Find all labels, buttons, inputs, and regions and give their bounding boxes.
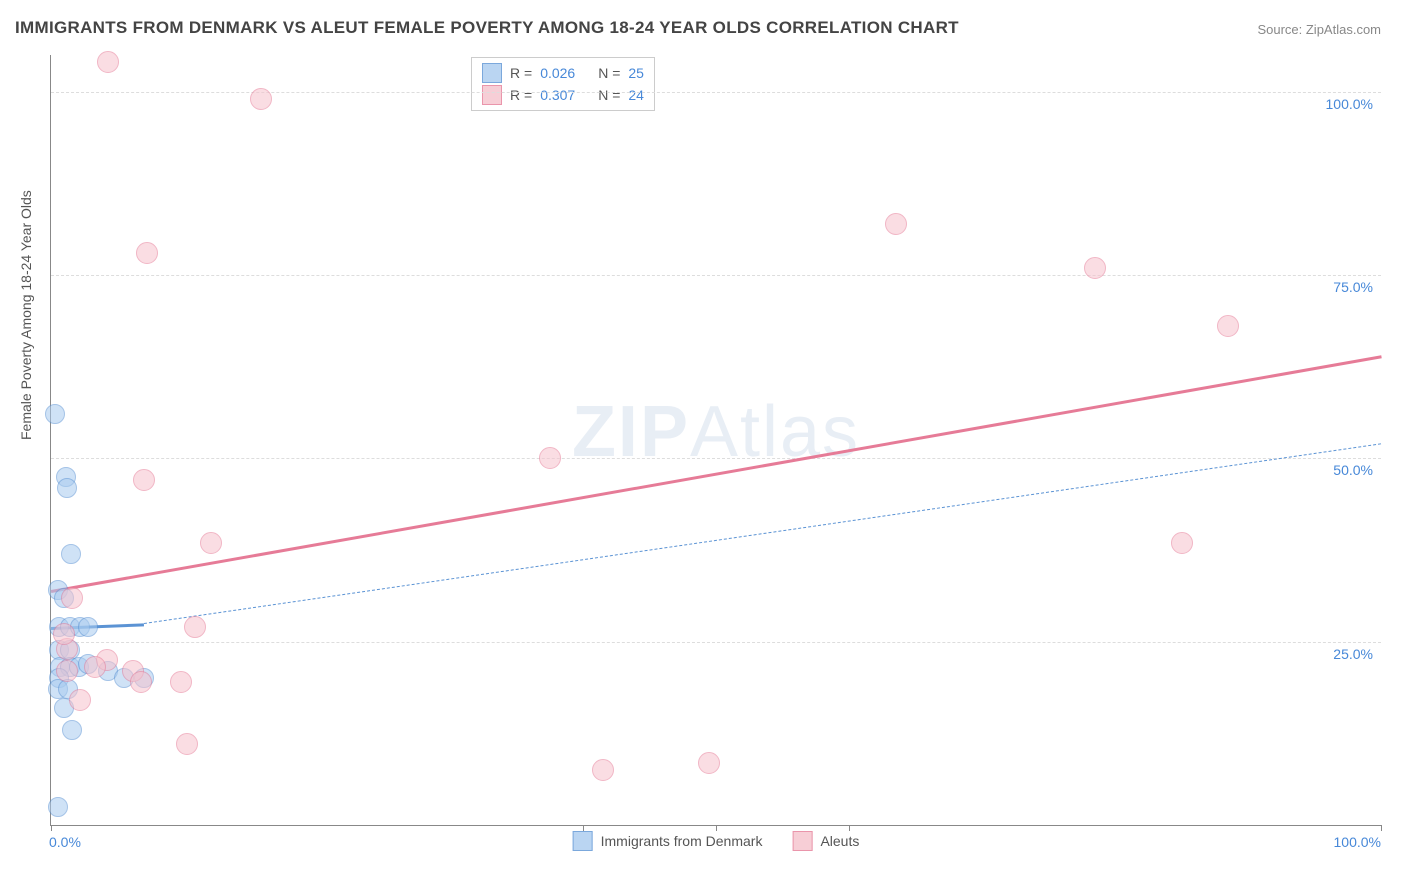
legend-swatch [792, 831, 812, 851]
data-point-aleuts [61, 587, 83, 609]
data-point-denmark [61, 544, 81, 564]
plot-area: ZIPAtlas R =0.026N =25R =0.307N =24 Immi… [50, 55, 1381, 826]
x-tick-label: 0.0% [49, 834, 81, 850]
data-point-aleuts [136, 242, 158, 264]
x-tick [51, 825, 52, 831]
gridline [51, 92, 1381, 93]
chart-title: IMMIGRANTS FROM DENMARK VS ALEUT FEMALE … [15, 18, 959, 38]
data-point-aleuts [84, 656, 106, 678]
x-tick [1381, 825, 1382, 831]
trend-line [51, 356, 1381, 593]
x-tick-label: 100.0% [1334, 834, 1381, 850]
data-point-aleuts [56, 660, 78, 682]
data-point-denmark [78, 617, 98, 637]
data-point-aleuts [184, 616, 206, 638]
legend-swatch [482, 63, 502, 83]
r-value: 0.307 [540, 84, 590, 106]
data-point-aleuts [69, 689, 91, 711]
data-point-aleuts [698, 752, 720, 774]
data-point-aleuts [97, 51, 119, 73]
data-point-aleuts [1171, 532, 1193, 554]
n-label: N = [598, 62, 620, 84]
data-point-denmark [48, 797, 68, 817]
data-point-aleuts [1084, 257, 1106, 279]
data-point-aleuts [170, 671, 192, 693]
data-point-aleuts [250, 88, 272, 110]
data-point-aleuts [592, 759, 614, 781]
trend-line [144, 444, 1381, 625]
gridline [51, 642, 1381, 643]
legend-row-denmark: R = 0.026 N = 25 [482, 62, 644, 84]
legend-correlation: R = 0.026 N = 25 R = 0.307 N = 24 [471, 57, 655, 111]
y-tick-label: 50.0% [1333, 462, 1373, 478]
y-tick-label: 75.0% [1333, 279, 1373, 295]
legend-swatch [573, 831, 593, 851]
n-value: 25 [628, 62, 644, 84]
legend-item-aleuts: Aleuts [792, 831, 859, 851]
data-point-aleuts [200, 532, 222, 554]
y-tick-label: 100.0% [1326, 96, 1373, 112]
n-label: N = [598, 84, 620, 106]
data-point-aleuts [539, 447, 561, 469]
data-point-aleuts [53, 623, 75, 645]
data-point-aleuts [1217, 315, 1239, 337]
data-point-aleuts [176, 733, 198, 755]
y-tick-label: 25.0% [1333, 646, 1373, 662]
legend-series: Immigrants from Denmark Aleuts [573, 831, 860, 851]
r-value: 0.026 [540, 62, 590, 84]
data-point-aleuts [885, 213, 907, 235]
data-point-aleuts [130, 671, 152, 693]
watermark: ZIPAtlas [572, 391, 860, 473]
r-label: R = [510, 62, 532, 84]
x-tick [849, 825, 850, 831]
gridline [51, 458, 1381, 459]
gridline [51, 275, 1381, 276]
data-point-aleuts [133, 469, 155, 491]
x-tick [716, 825, 717, 831]
data-point-denmark [57, 478, 77, 498]
x-tick [583, 825, 584, 831]
legend-label: Aleuts [820, 833, 859, 849]
data-point-denmark [45, 404, 65, 424]
n-value: 24 [628, 84, 644, 106]
y-axis-label: Female Poverty Among 18-24 Year Olds [18, 190, 34, 440]
legend-swatch [482, 85, 502, 105]
legend-row-aleuts: R = 0.307 N = 24 [482, 84, 644, 106]
r-label: R = [510, 84, 532, 106]
legend-label: Immigrants from Denmark [601, 833, 763, 849]
source-label: Source: ZipAtlas.com [1257, 22, 1381, 37]
legend-item-denmark: Immigrants from Denmark [573, 831, 763, 851]
data-point-denmark [62, 720, 82, 740]
